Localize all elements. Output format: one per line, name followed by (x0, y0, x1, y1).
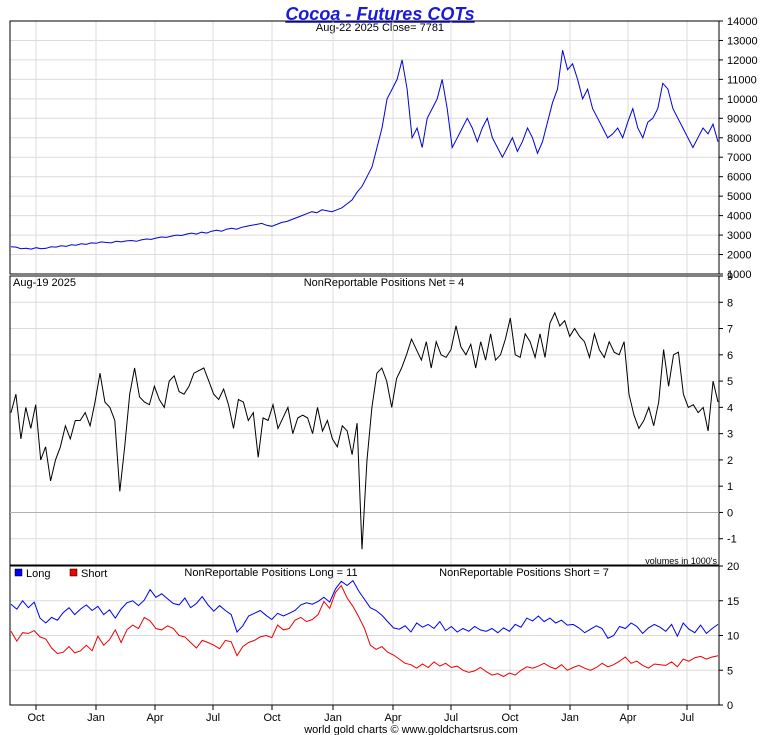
legend-short-swatch (69, 568, 78, 577)
panel-frame (9, 20, 720, 275)
ytick-label: 2 (727, 455, 733, 467)
ytick-label: 11000 (727, 74, 757, 86)
short-line (10, 584, 719, 678)
xtick-label: Apr (146, 712, 163, 724)
ytick-label: 4 (727, 402, 733, 414)
ytick-label: 10 (727, 631, 739, 643)
ytick-label: 8000 (727, 133, 751, 145)
legend-long-swatch (14, 568, 23, 577)
ytick-label: 13000 (727, 35, 758, 47)
net-panel-title: NonReportable Positions Net = 4 (304, 277, 465, 289)
price-panel: 1000 2000 3000 4000 5000 6000 7000 8000 9000 1000… (9, 16, 758, 281)
ytick-label: 2000 (727, 250, 751, 262)
ytick-label: -1 (727, 534, 737, 546)
legend-short-label: Short (81, 568, 107, 580)
ytick-label: 6000 (727, 172, 751, 184)
ytick-label: 20 (727, 561, 739, 573)
net-date-label: Aug-19 2025 (13, 277, 76, 289)
net-line (10, 311, 719, 550)
ytick-label: 3000 (727, 230, 751, 242)
ytick-label: 10000 (727, 94, 758, 106)
ytick-label: 5000 (727, 191, 751, 203)
panel-frame (9, 275, 720, 566)
xtick-label: Jan (561, 712, 579, 724)
ytick-label: 7 (727, 324, 733, 336)
xtick-label: Jul (444, 712, 458, 724)
xtick-label: Oct (263, 712, 280, 724)
long-line (10, 579, 719, 639)
ytick-label: 6 (727, 350, 733, 362)
ytick-label: 3 (727, 429, 733, 441)
ytick-label: 1 (727, 481, 733, 493)
price-info: Aug-22 2025 Close= 7781 (316, 22, 444, 34)
ytick-label: 12000 (727, 55, 758, 67)
ytick-label: 0 (727, 700, 733, 712)
ytick-label: 9 (727, 271, 733, 283)
legend-long-label: Long (26, 568, 50, 580)
ytick-label: 7000 (727, 152, 751, 164)
volumes-note: volumes in 1000's (645, 556, 717, 566)
panel-frame (9, 565, 720, 706)
ytick-label: 9000 (727, 113, 751, 125)
ytick-label: 5 (727, 665, 733, 677)
chart-title: Cocoa - Futures COTs (285, 4, 474, 24)
long-short-panel: 0 5 10 15 20 Oct Jan Apr Jul Oct Jan Apr Jul Oct Jan Ap… (9, 561, 739, 724)
ytick-label: 4000 (727, 211, 751, 223)
long-panel-title: NonReportable Positions Long = 11 (184, 567, 357, 579)
xtick-label: Oct (501, 712, 518, 724)
xtick-label: Jan (324, 712, 342, 724)
ytick-label: 0 (727, 507, 733, 519)
ytick-label: 15 (727, 596, 739, 608)
footer-credit: world gold charts © www.goldchartsrus.co… (303, 724, 518, 735)
xtick-label: Oct (27, 712, 44, 724)
price-line (10, 50, 719, 250)
xtick-label: Jan (87, 712, 105, 724)
ytick-label: 1000 (727, 269, 751, 281)
xtick-label: Apr (384, 712, 401, 724)
xtick-label: Jul (206, 712, 220, 724)
ytick-label: 8 (727, 297, 733, 309)
xtick-label: Jul (680, 712, 694, 724)
short-panel-title: NonReportable Positions Short = 7 (439, 567, 609, 579)
ytick-label: 14000 (727, 16, 758, 28)
xtick-label: Apr (619, 712, 636, 724)
ytick-label: 5 (727, 376, 733, 388)
net-panel: -1 0 1 2 3 4 5 6 7 8 9 (9, 271, 737, 566)
